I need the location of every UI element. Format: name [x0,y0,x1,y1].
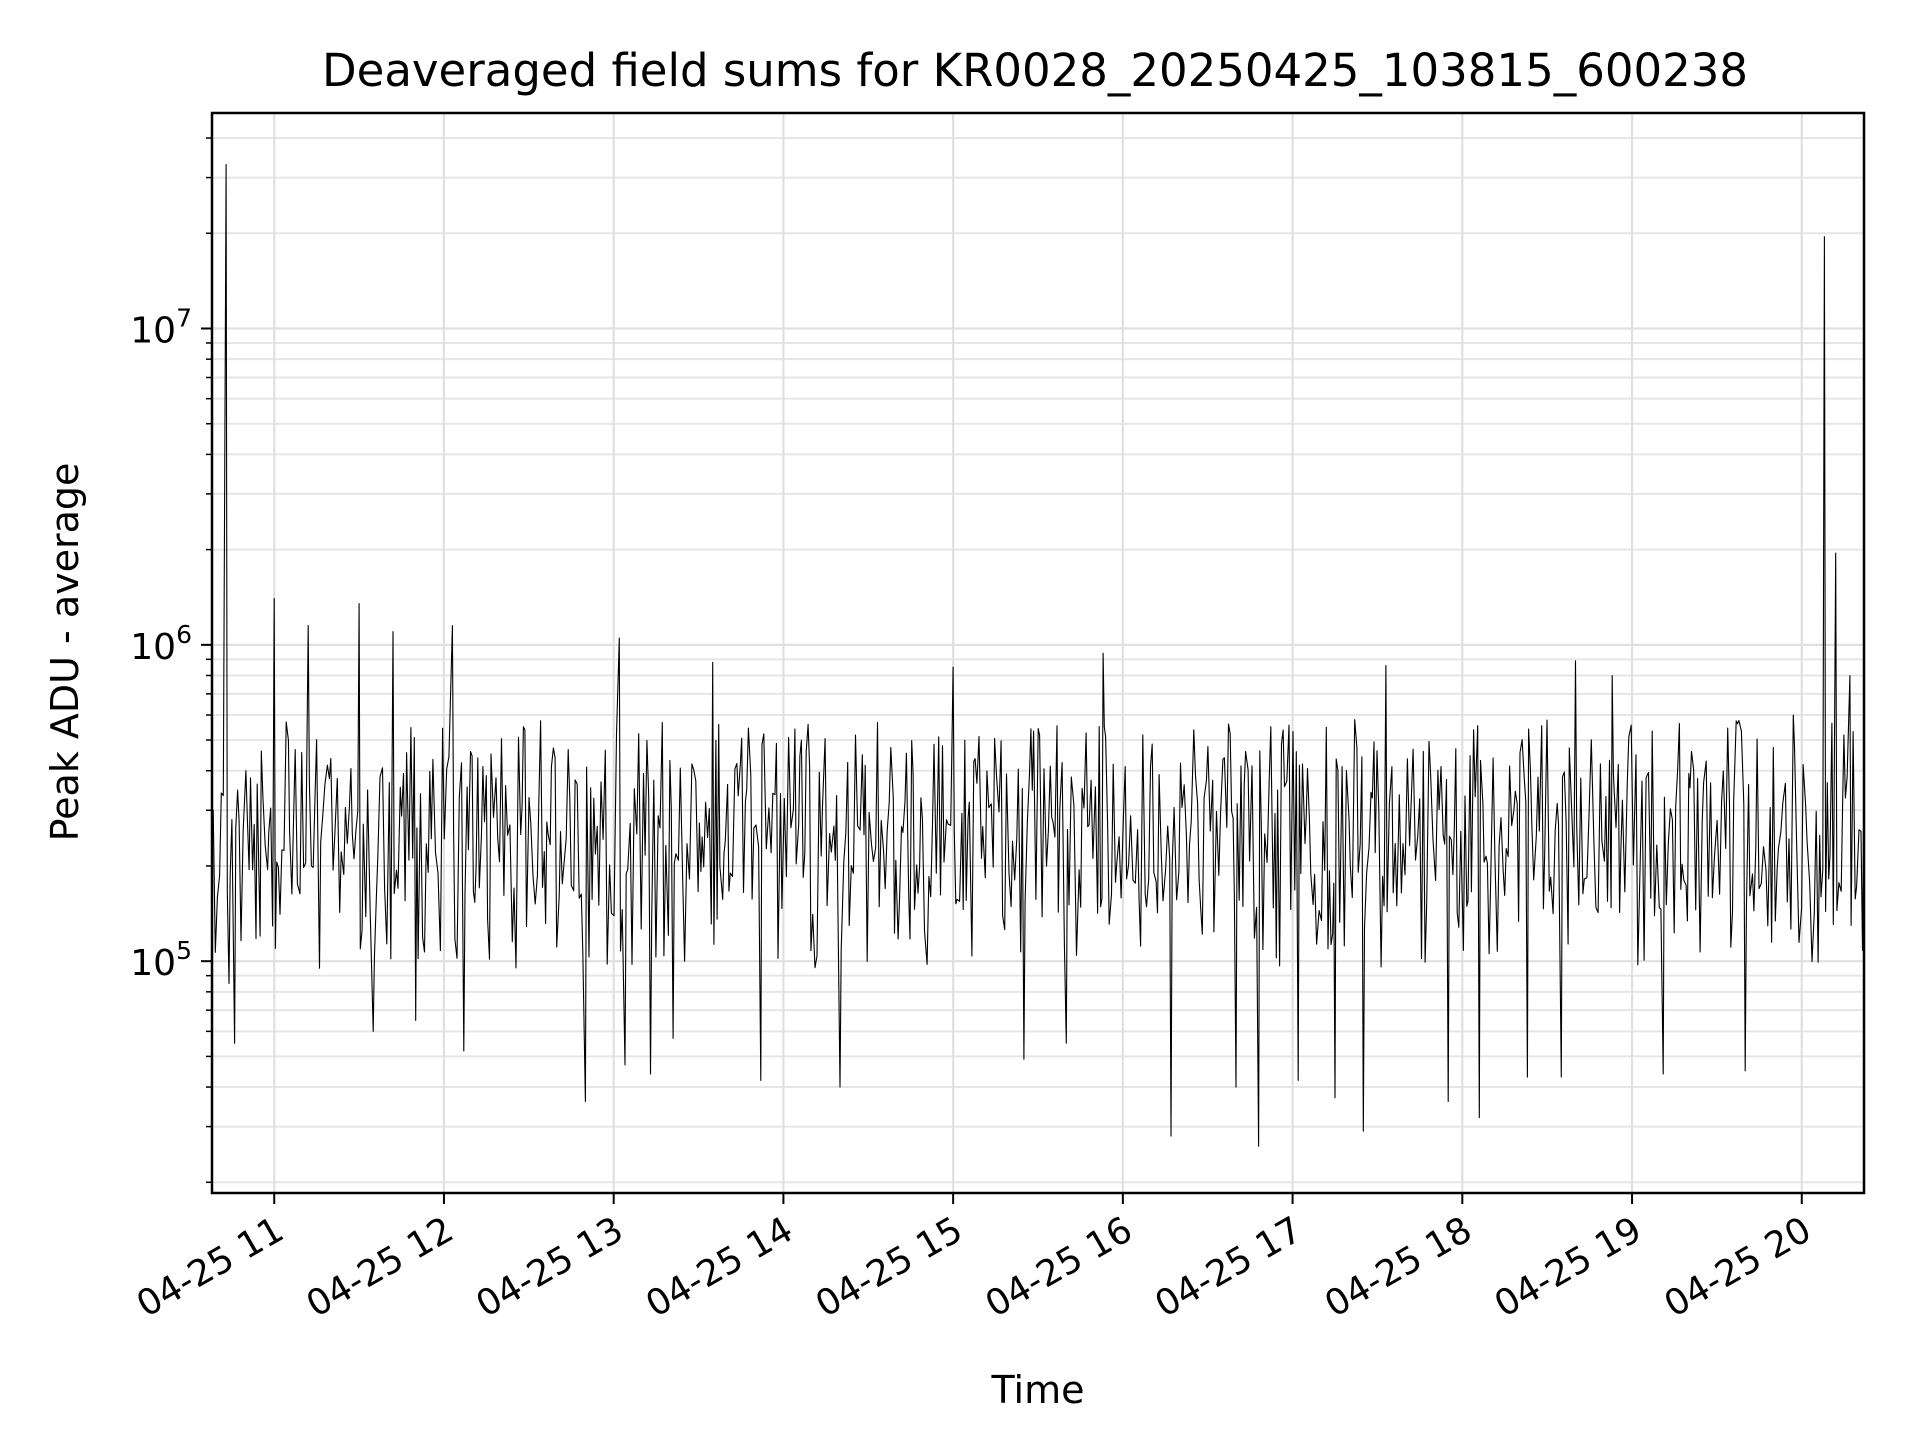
x-axis-label: Time [991,1368,1085,1412]
y-tick-label-base: 10 [130,943,176,984]
chart-title: Deaveraged field sums for KR0028_2025042… [322,44,1748,97]
y-tick-label-base: 10 [130,627,176,668]
y-tick-label-base: 10 [130,311,176,352]
y-tick-label-exponent: 5 [176,936,192,965]
y-axis-label: Peak ADU - average [43,463,87,842]
series-group [211,163,1865,1147]
y-tick-label: 107 [130,304,192,352]
y-tick-label-exponent: 7 [176,304,192,333]
y-tick-label: 105 [130,936,192,984]
series-line [211,163,1865,1147]
y-tick-label-exponent: 6 [176,620,192,649]
plot-frame [210,111,1866,1195]
y-tick-label: 106 [130,620,192,668]
